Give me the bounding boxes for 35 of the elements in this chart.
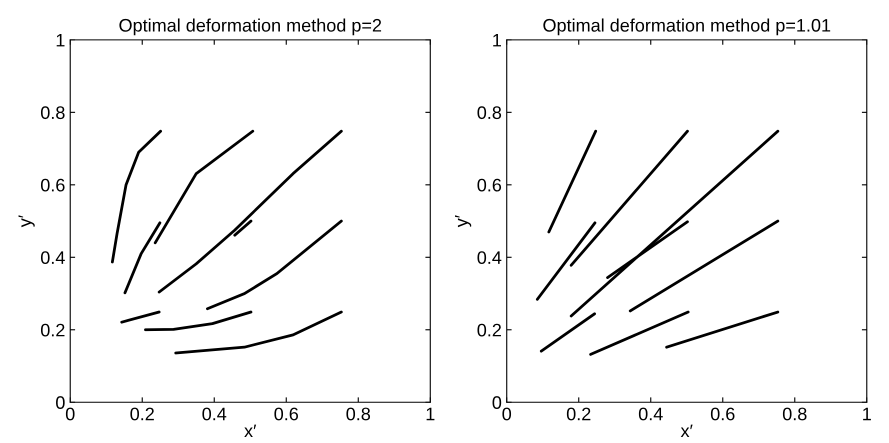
y-tick-label: 1 <box>493 34 501 46</box>
chart-title: Optimal deformation method p=1.01 <box>543 18 830 36</box>
y-tick-label: 0.8 <box>40 106 65 120</box>
x-tick-label: 0.8 <box>346 408 370 420</box>
line-series <box>144 310 252 332</box>
y-tick-label: 0.6 <box>477 178 502 192</box>
x-axis-title: x′ <box>680 424 693 438</box>
chart-title: Optimal deformation method p=2 <box>119 18 382 36</box>
line-series <box>110 130 162 264</box>
x-tick-label: 1 <box>426 408 434 420</box>
y-tick-label: 0.4 <box>40 251 65 264</box>
line-series <box>158 130 343 294</box>
y-tick-label: 0.2 <box>477 324 501 336</box>
y-tick-label: 0.8 <box>477 106 502 120</box>
line-series <box>174 310 343 354</box>
x-tick-label: 0 <box>502 408 512 420</box>
x-tick-label: 0.6 <box>710 408 735 420</box>
y-tick-label: 0 <box>492 396 502 409</box>
x-tick-label: 0.6 <box>274 408 298 420</box>
x-tick-label: 0 <box>66 408 75 420</box>
x-axis-title: x′ <box>244 424 256 438</box>
x-tick-label: 0.2 <box>566 408 590 420</box>
x-tick-label: 0.4 <box>638 408 663 420</box>
y-axis-title: y′ <box>455 215 472 228</box>
y-tick-label: 0 <box>56 396 65 409</box>
y-tick-label: 0.6 <box>40 178 65 192</box>
y-tick-label: 0.4 <box>477 251 502 264</box>
y-tick-label: 1 <box>56 34 64 46</box>
line-series <box>206 220 343 310</box>
x-tick-label: 1 <box>863 408 871 420</box>
x-tick-label: 0.4 <box>202 408 226 420</box>
y-tick-label: 0.2 <box>40 324 64 336</box>
x-tick-label: 0.8 <box>782 408 807 420</box>
x-tick-label: 0.2 <box>130 408 154 420</box>
y-axis-title: y′ <box>18 215 35 228</box>
